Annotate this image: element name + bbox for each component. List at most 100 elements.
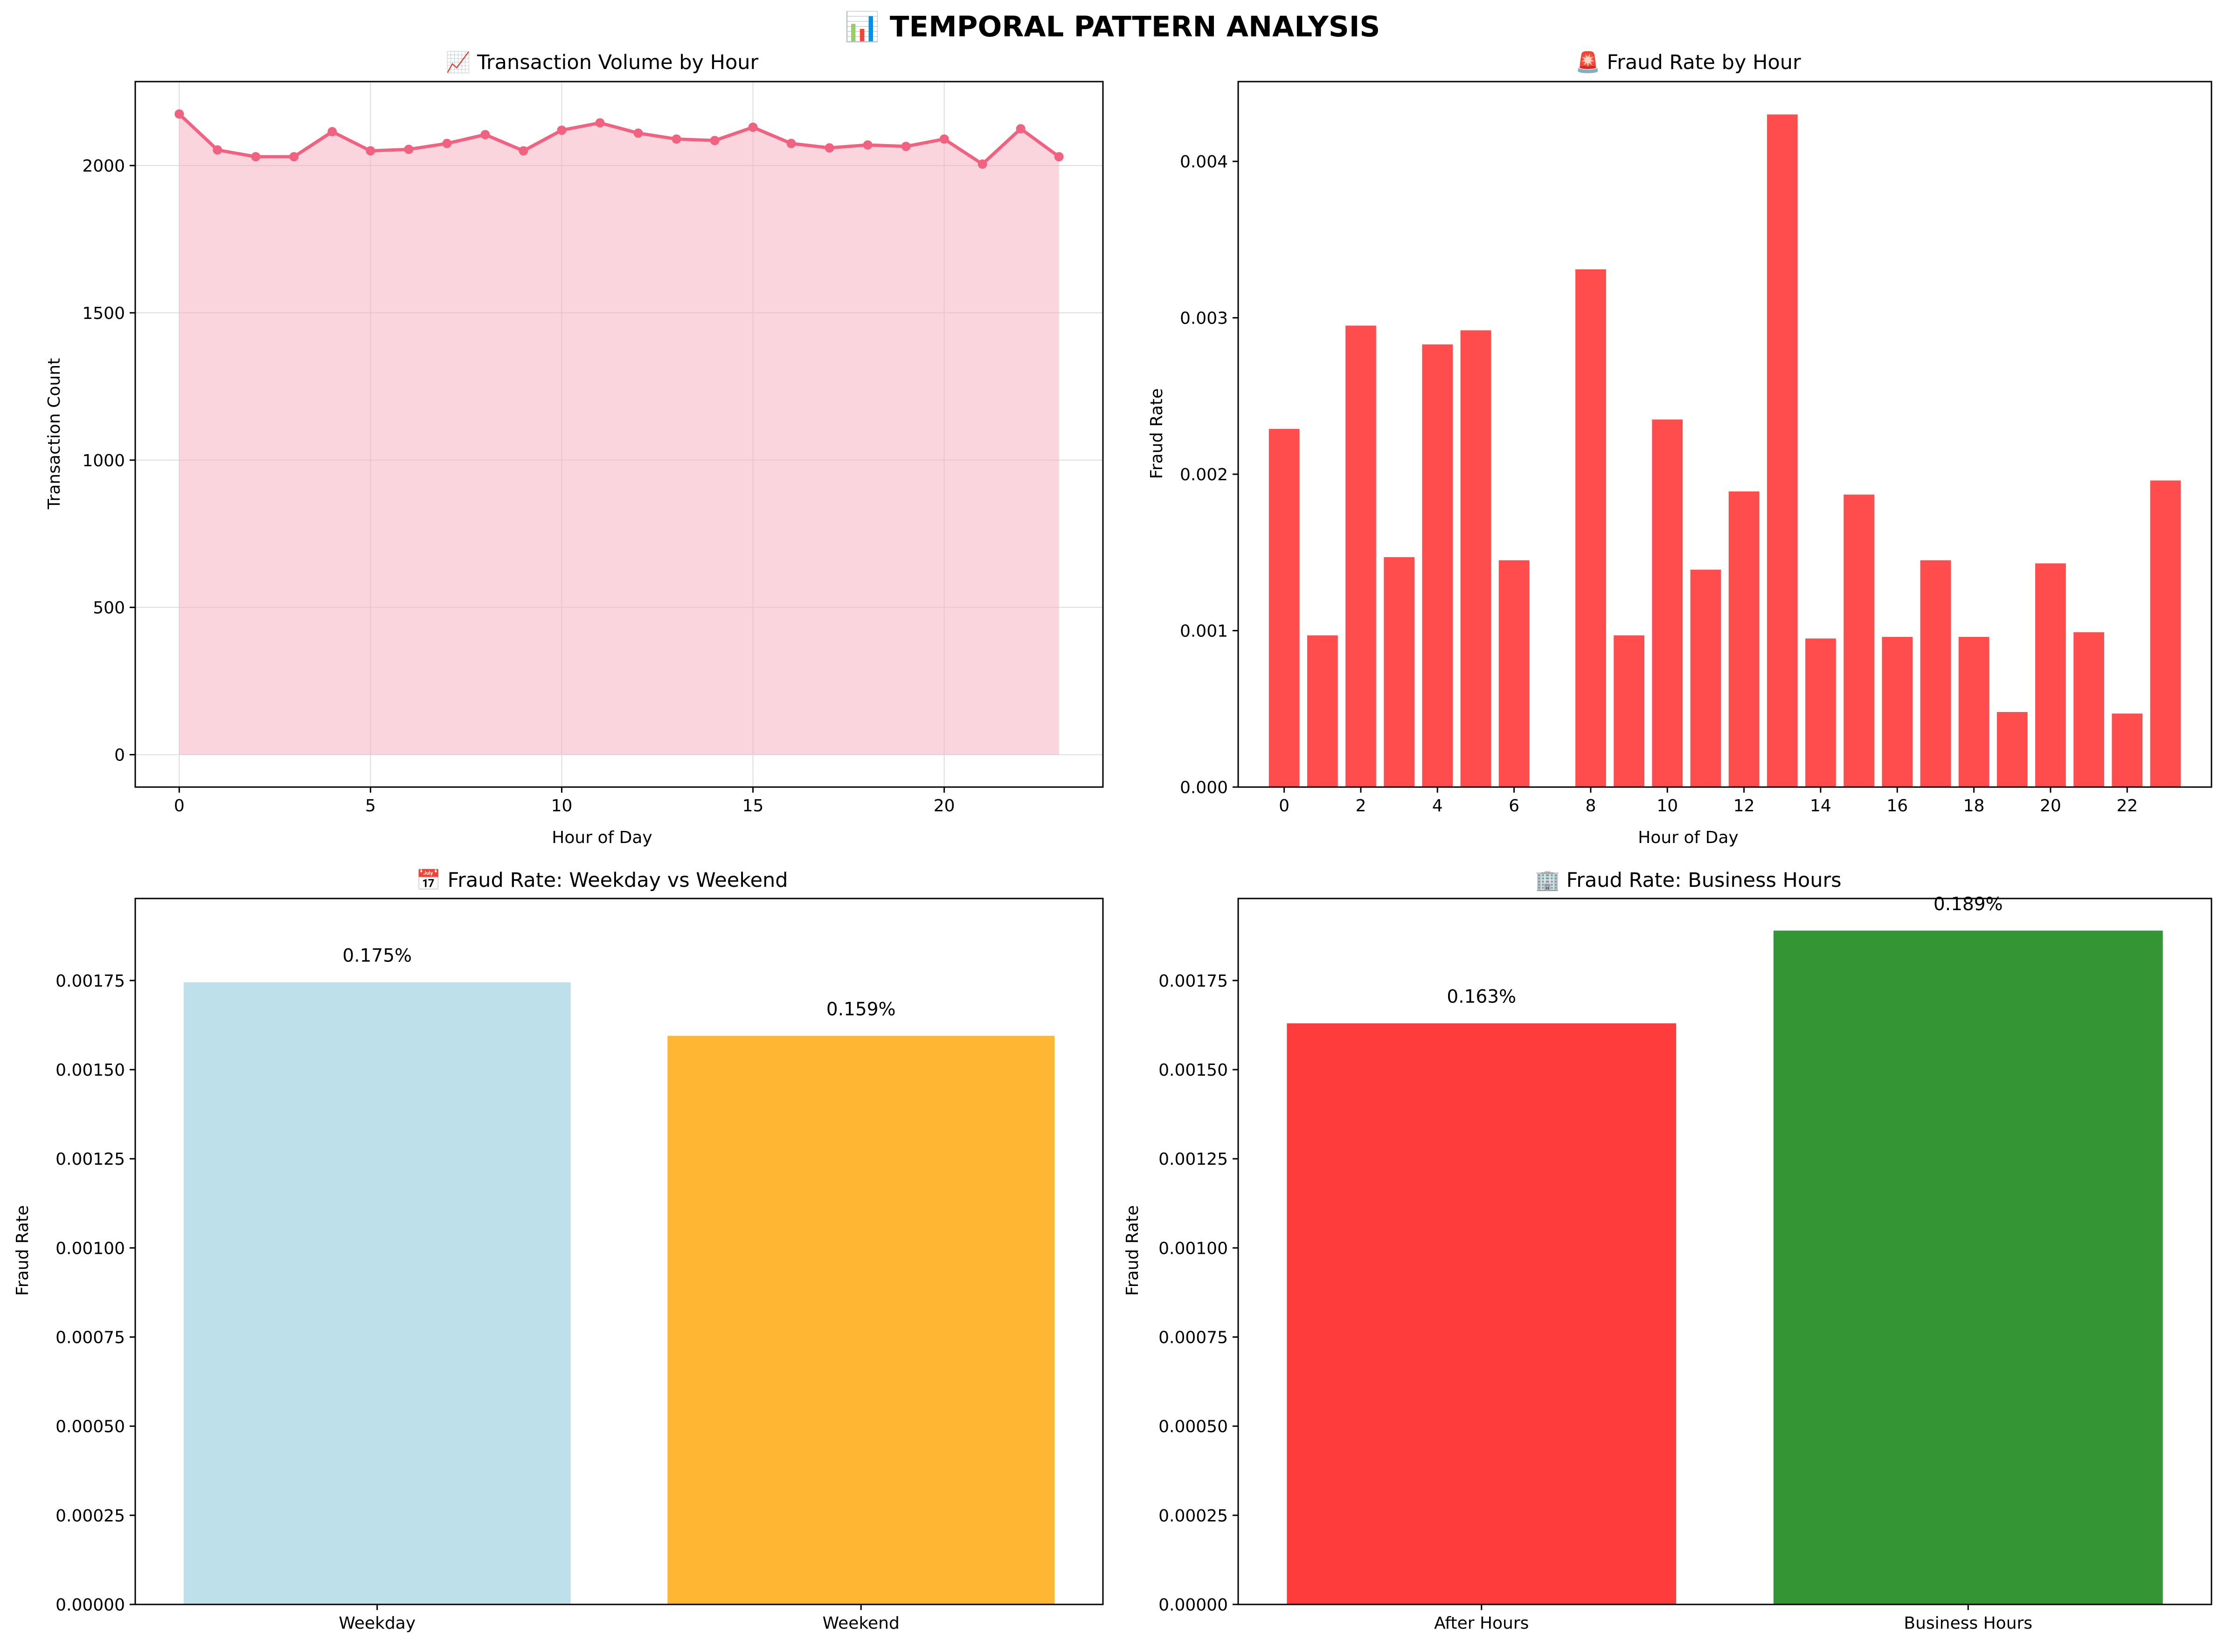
data-point: [327, 127, 337, 137]
data-point: [748, 122, 758, 132]
data-point: [442, 138, 452, 148]
bars: [1268, 114, 2181, 788]
data-point: [174, 109, 184, 119]
data-point: [786, 138, 796, 148]
y-axis-label: Fraud Rate: [13, 1205, 32, 1296]
y-ticks: 0.00000 0.00025 0.00050 0.00075 0.00100 0.001…: [55, 972, 135, 1615]
bar: [1767, 114, 1798, 788]
bar: [183, 982, 571, 1604]
y-tick-label: 0.00150: [1158, 1061, 1228, 1080]
data-point: [404, 145, 414, 154]
bars: 0.175% 0.159%: [183, 946, 1055, 1604]
data-point: [289, 152, 299, 162]
x-tick-label: 12: [1733, 796, 1755, 816]
bar: [1422, 344, 1453, 787]
bar: [2073, 632, 2104, 787]
y-tick-label: 0.00100: [55, 1239, 125, 1258]
x-axis-label: Hour of Day: [1638, 828, 1738, 847]
x-tick-label: 18: [1963, 796, 1985, 816]
y-tick-label: 0.00150: [55, 1061, 125, 1080]
axes-frame: [1237, 898, 2212, 1605]
bar: [1773, 930, 2163, 1604]
data-point: [595, 118, 605, 128]
y-tick-label: 0.00125: [55, 1150, 125, 1169]
y-tick-label: 0.002: [1180, 465, 1228, 484]
data-label: 0.163%: [1447, 987, 1516, 1008]
data-point: [633, 128, 643, 138]
bar: [1652, 419, 1683, 787]
y-axis-label: Fraud Rate: [1147, 388, 1166, 479]
bar: [1384, 557, 1414, 787]
y-tick-label: 0.00075: [55, 1328, 125, 1348]
x-tick-label: Weekend: [823, 1614, 900, 1633]
bar: [1882, 636, 1913, 787]
x-tick-label: 6: [1509, 796, 1519, 816]
x-tick-label: 20: [2040, 796, 2061, 816]
bar: [1345, 325, 1376, 787]
data-point: [977, 159, 987, 169]
x-tick-label: Weekday: [339, 1614, 416, 1633]
data-label: 0.159%: [826, 999, 896, 1020]
bar: [1287, 1023, 1677, 1604]
bar: [667, 1036, 1055, 1604]
y-tick-label: 0.00175: [1158, 972, 1228, 991]
data-point: [519, 146, 528, 156]
x-ticks: 0 2 4 6 8 10 12 14 16 18 20 22: [1279, 787, 2138, 816]
x-tick-label: Business Hours: [1904, 1614, 2032, 1633]
y-tick-label: 1000: [82, 451, 125, 470]
bar: [1996, 712, 2028, 787]
chart-title: 📅 Fraud Rate: Weekday vs Weekend: [416, 869, 788, 892]
y-axis-label: Fraud Rate: [1123, 1205, 1142, 1296]
y-tick-label: 0.00025: [1158, 1507, 1228, 1526]
data-point: [251, 152, 261, 162]
y-tick-label: 0.00125: [1158, 1150, 1228, 1169]
chart-panel-fraud-hour: 🚨 Fraud Rate by Hour 0 2 4 6 8 10 12 14 16 18 20 22…: [1147, 51, 2212, 847]
y-tick-label: 0.00025: [55, 1507, 125, 1526]
y-tick-label: 0.00000: [1158, 1596, 1228, 1615]
bar: [1958, 636, 1989, 787]
y-ticks: 0 500 1000 1500 2000: [82, 157, 135, 765]
bar: [1614, 635, 1644, 787]
axes-frame: [134, 898, 1104, 1605]
y-axis-label: Transaction Count: [45, 358, 64, 510]
data-point: [825, 143, 834, 153]
y-tick-label: 500: [93, 599, 125, 618]
bar: [1307, 635, 1338, 787]
x-tick-label: 2: [1355, 796, 1366, 816]
data-point: [1016, 124, 1026, 134]
x-tick-label: 0: [174, 796, 185, 816]
y-tick-label: 0: [114, 746, 125, 765]
chart-panel-weekday: 📅 Fraud Rate: Weekday vs Weekend 0.175%0…: [13, 869, 1104, 1633]
x-tick-label: 14: [1810, 796, 1831, 816]
x-ticks: Weekday Weekend: [339, 1604, 900, 1633]
data-point: [863, 140, 873, 150]
y-tick-label: 0.00050: [55, 1417, 125, 1437]
axes-frame: [134, 81, 1104, 788]
bar: [2112, 713, 2143, 787]
y-tick-label: 0.001: [1180, 622, 1228, 641]
y-tick-label: 0.00100: [1158, 1239, 1228, 1258]
bar: [1498, 560, 1530, 787]
x-tick-label: 22: [2116, 796, 2138, 816]
series-line: [178, 112, 1060, 166]
chart-panel-business: 🏢 Fraud Rate: Business Hours 0.163% 0.189…: [1123, 869, 2212, 1633]
y-tick-label: 0.00175: [55, 972, 125, 991]
data-point: [213, 145, 222, 155]
x-tick-label: 8: [1585, 796, 1596, 816]
data-point: [672, 134, 681, 144]
bar: [1575, 269, 1606, 788]
x-tick-label: 15: [742, 796, 764, 816]
y-ticks: 0.000 0.001 0.002 0.003 0.004: [1180, 152, 1238, 797]
area-fill: [179, 114, 1059, 755]
figure-title: 📊 TEMPORAL PATTERN ANALYSIS: [845, 10, 1380, 43]
y-tick-label: 0.00075: [1158, 1328, 1228, 1348]
bar: [1805, 638, 1836, 787]
y-tick-label: 0.00000: [55, 1596, 125, 1615]
y-tick-label: 2000: [82, 157, 125, 176]
bar: [1268, 429, 1300, 787]
data-point: [480, 130, 490, 139]
points: [174, 109, 1064, 169]
data-point: [710, 136, 720, 145]
data-point: [901, 141, 911, 151]
